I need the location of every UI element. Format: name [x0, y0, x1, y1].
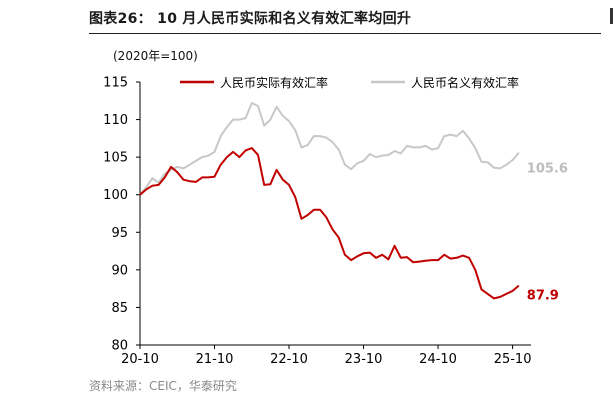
x-tick-label: 20-10	[121, 352, 159, 367]
x-tick-label: 22-10	[270, 352, 308, 367]
title-rule	[89, 33, 601, 34]
x-tick-label: 24-10	[419, 352, 457, 367]
legend-label: 人民币实际有效汇率	[220, 75, 328, 90]
y-tick-label: 95	[111, 226, 128, 241]
y-axis: 80 85 90 95 100 105 110 115	[103, 76, 141, 354]
legend-label: 人民币名义有效汇率	[411, 75, 519, 90]
x-axis: 20-10 21-10 22-10 23-10 24-10 25-10	[121, 344, 532, 367]
end-labels: 87.9 105.6	[527, 162, 568, 304]
series-lines	[139, 102, 520, 300]
x-tick-label: 23-10	[345, 352, 383, 367]
y-unit-label: (2020年=100)	[113, 49, 198, 63]
end-label-real: 87.9	[527, 289, 559, 304]
y-tick-label: 105	[103, 151, 128, 166]
x-tick-label: 21-10	[196, 352, 234, 367]
y-tick-label: 100	[103, 188, 128, 203]
series-line-real	[139, 147, 520, 300]
legend: 人民币实际有效汇率 人民币名义有效汇率	[180, 75, 519, 90]
y-tick-label: 80	[111, 339, 128, 354]
y-tick-label: 90	[111, 263, 128, 278]
end-label-nominal: 105.6	[527, 162, 568, 177]
edge-mark	[610, 8, 613, 24]
series-line-nominal	[139, 102, 520, 196]
source-note: 资料来源：CEIC，华泰研究	[89, 379, 237, 393]
y-tick-label: 110	[103, 113, 128, 128]
y-tick-label: 85	[111, 301, 128, 316]
figure-title: 图表26： 10 月人民币实际和名义有效汇率均回升	[89, 11, 412, 27]
y-tick-label: 115	[103, 76, 128, 91]
x-tick-label: 25-10	[494, 352, 532, 367]
